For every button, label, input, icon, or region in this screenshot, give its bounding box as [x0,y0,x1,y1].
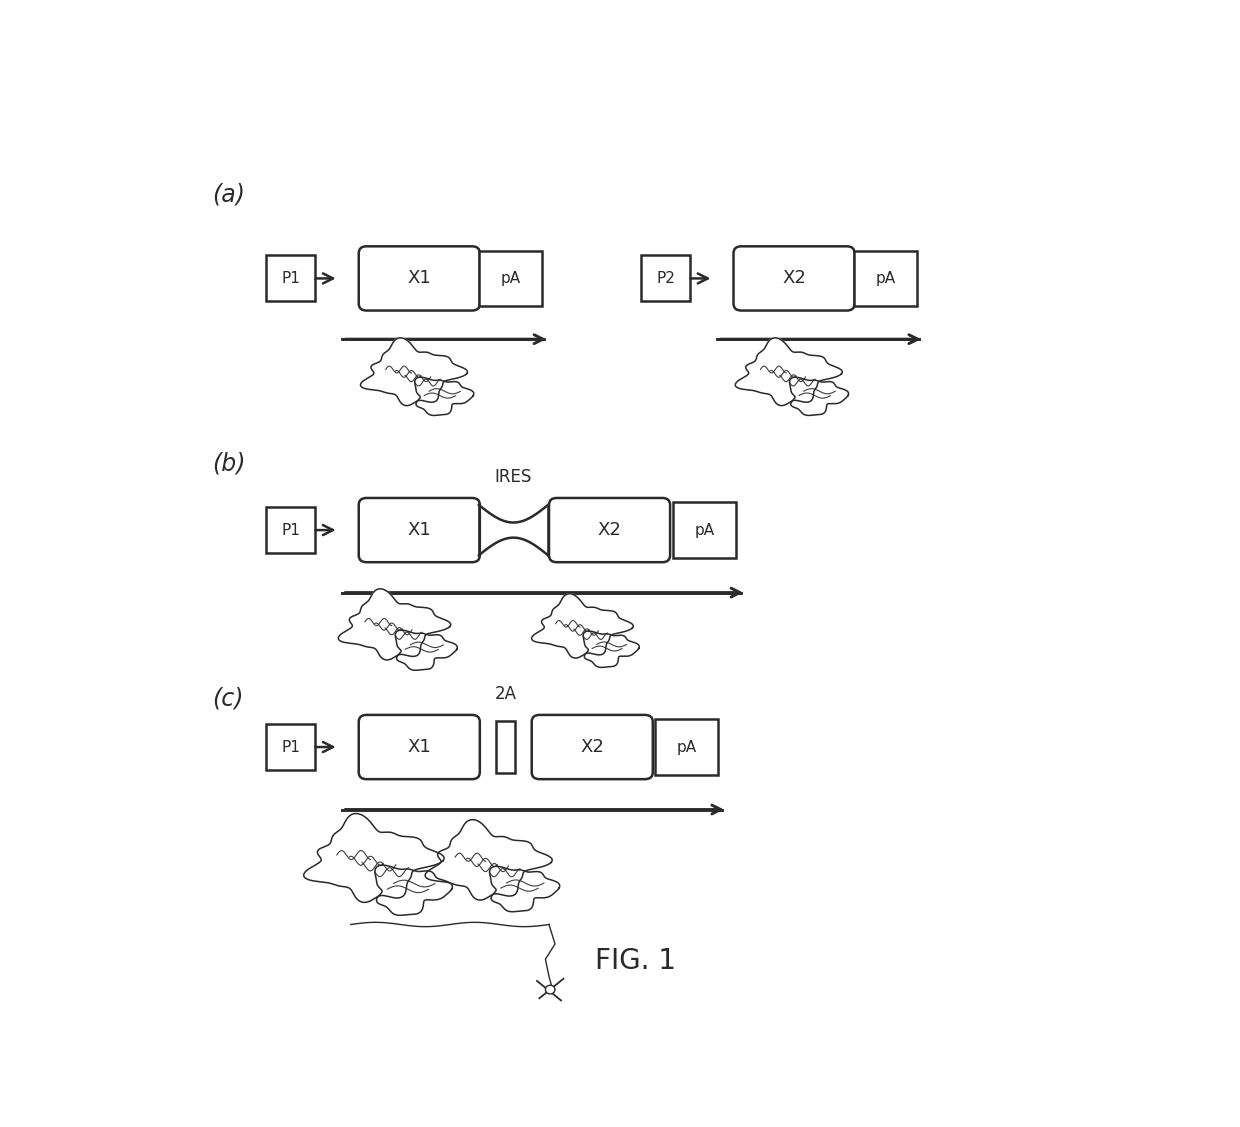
FancyBboxPatch shape [267,724,315,770]
Polygon shape [735,338,842,406]
Text: pA: pA [676,739,697,755]
Circle shape [546,985,556,994]
Text: P2: P2 [656,270,676,286]
Polygon shape [425,819,552,900]
Polygon shape [361,338,467,406]
FancyBboxPatch shape [267,256,315,301]
Text: P1: P1 [281,523,300,538]
Polygon shape [532,594,634,658]
Text: X1: X1 [408,738,432,756]
Text: X1: X1 [408,269,432,287]
Text: (c): (c) [213,686,244,710]
FancyBboxPatch shape [655,719,718,774]
FancyBboxPatch shape [549,498,670,562]
FancyBboxPatch shape [641,256,691,301]
Text: FIG. 1: FIG. 1 [595,948,676,975]
Polygon shape [479,505,548,556]
Polygon shape [339,588,450,660]
Text: pA: pA [694,523,714,538]
Text: P1: P1 [281,739,300,755]
Text: X2: X2 [598,521,621,539]
Text: pA: pA [875,270,895,286]
FancyBboxPatch shape [532,715,652,779]
Text: (b): (b) [213,452,247,476]
Text: IRES: IRES [495,468,532,486]
FancyBboxPatch shape [673,503,737,558]
FancyBboxPatch shape [358,247,480,311]
FancyBboxPatch shape [496,721,516,773]
Polygon shape [490,867,559,912]
FancyBboxPatch shape [479,250,542,307]
FancyBboxPatch shape [734,247,854,311]
Text: X1: X1 [408,521,432,539]
FancyBboxPatch shape [267,507,315,553]
Polygon shape [790,378,848,416]
Text: X2: X2 [580,738,604,756]
Polygon shape [414,378,474,416]
FancyBboxPatch shape [358,498,480,562]
Text: 2A: 2A [495,685,517,703]
Polygon shape [304,814,444,903]
FancyBboxPatch shape [358,715,480,779]
Text: X2: X2 [782,269,806,287]
Polygon shape [396,630,458,671]
Text: pA: pA [501,270,521,286]
Text: (a): (a) [213,183,246,207]
Polygon shape [374,866,453,915]
Polygon shape [583,631,640,667]
FancyBboxPatch shape [853,250,918,307]
Text: P1: P1 [281,270,300,286]
